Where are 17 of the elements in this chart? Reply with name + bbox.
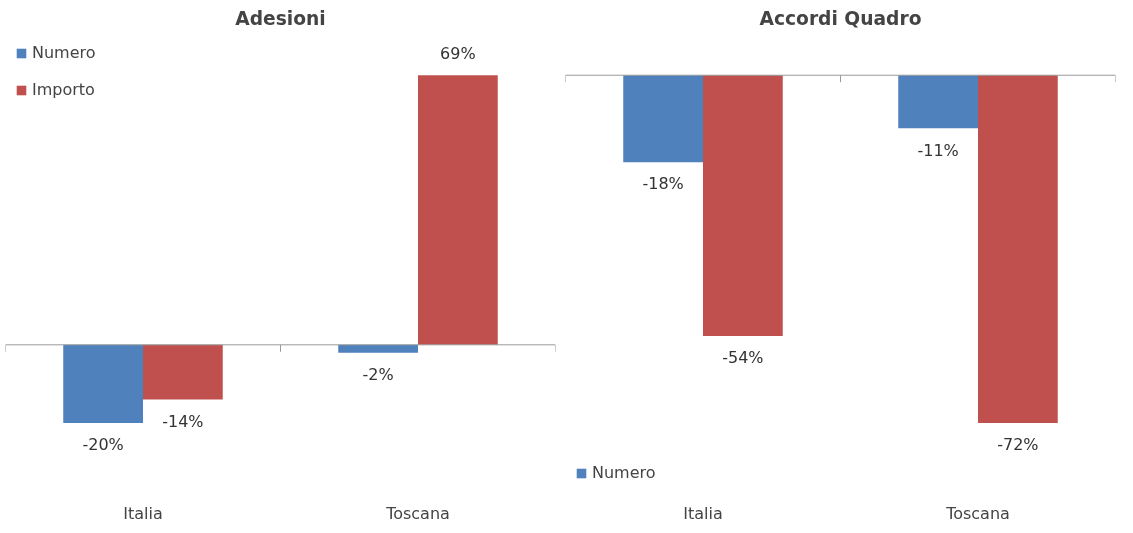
- data-label: -14%: [162, 411, 204, 431]
- data-label: -72%: [997, 435, 1039, 455]
- x-tick-label: Italia: [683, 503, 723, 523]
- x-tick-label: Italia: [123, 503, 163, 523]
- data-label: -18%: [642, 174, 684, 194]
- data-label: -54%: [722, 348, 764, 368]
- data-label: -11%: [917, 140, 959, 160]
- legend-label: Numero: [32, 43, 96, 62]
- data-label: -2%: [362, 364, 394, 384]
- legend-label: Numero: [592, 463, 656, 482]
- x-tick-label: Toscana: [945, 503, 1010, 523]
- chart-title: Accordi Quadro: [759, 7, 922, 29]
- data-label: 69%: [440, 44, 476, 64]
- x-tick-label: Toscana: [385, 503, 450, 523]
- chart-title: Adesioni: [235, 7, 326, 29]
- data-label: -20%: [82, 435, 124, 455]
- legend-label: Importo: [32, 80, 95, 99]
